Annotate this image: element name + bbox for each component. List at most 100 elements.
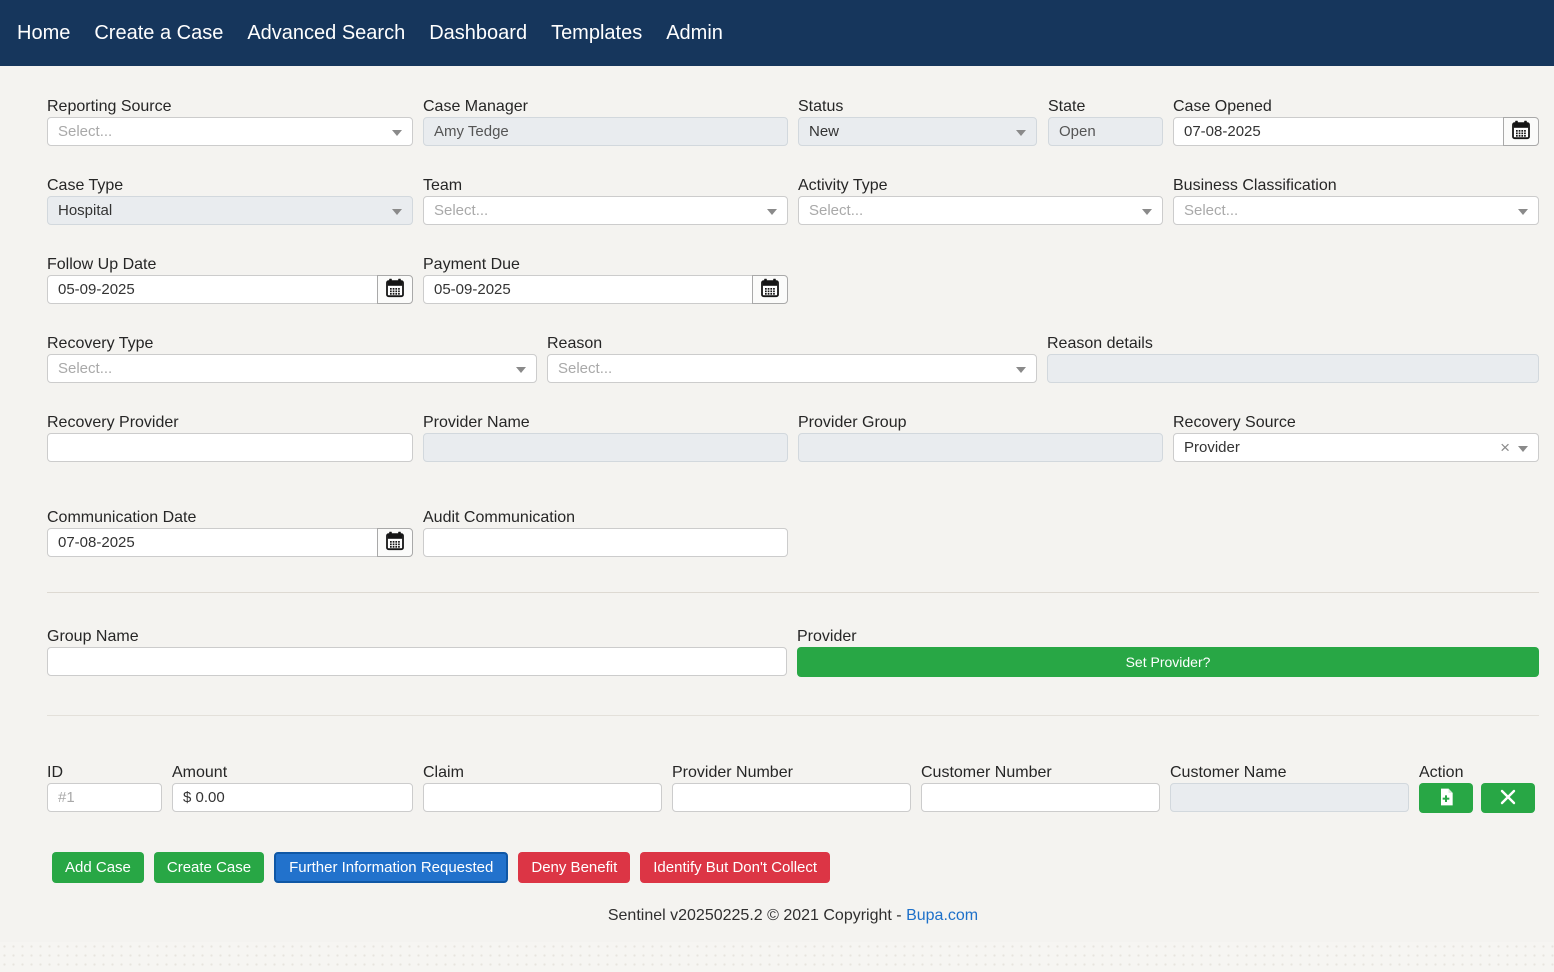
top-navbar: Home Create a Case Advanced Search Dashb…	[0, 0, 1554, 66]
provider-number-input[interactable]	[672, 783, 911, 812]
provider-name-label: Provider Name	[423, 414, 530, 431]
field-customer-number: Customer Number	[921, 762, 1160, 813]
payment-due-input[interactable]	[423, 275, 753, 304]
audit-communication-label: Audit Communication	[423, 509, 576, 526]
case-manager-input	[423, 117, 788, 146]
reporting-source-select[interactable]: Select...	[47, 117, 413, 146]
field-recovery-type: Recovery Type Select...	[47, 333, 537, 383]
follow-up-date-input[interactable]	[47, 275, 378, 304]
nav-item-create-a-case[interactable]: Create a Case	[94, 21, 224, 44]
provider-group-label: Provider Group	[798, 414, 907, 431]
communication-date-calendar-button[interactable]	[376, 528, 413, 557]
bupa-link[interactable]: Bupa.com	[906, 907, 979, 924]
team-select[interactable]: Select...	[423, 196, 788, 225]
customer-number-input[interactable]	[921, 783, 1160, 812]
amount-label: Amount	[172, 764, 228, 781]
nav-item-admin[interactable]: Admin	[666, 21, 723, 44]
identify-but-dont-collect-button[interactable]: Identify But Don't Collect	[640, 852, 831, 883]
field-provider-name: Provider Name	[423, 412, 788, 462]
reason-placeholder: Select...	[558, 360, 613, 377]
create-case-button[interactable]: Create Case	[153, 852, 265, 883]
chevron-down-icon	[1016, 130, 1026, 136]
form-row-7: Group Name Provider Set Provider?	[47, 626, 1539, 677]
field-case-id: ID	[47, 762, 162, 813]
case-item-row: ID Amount Claim Provider Number Customer…	[47, 762, 1539, 813]
field-payment-due: Payment Due	[423, 254, 788, 304]
payment-due-label: Payment Due	[423, 256, 520, 273]
field-team: Team Select...	[423, 175, 788, 225]
case-id-input[interactable]	[47, 783, 162, 812]
reporting-source-placeholder: Select...	[58, 123, 113, 140]
remove-claim-row-button[interactable]	[1481, 783, 1535, 813]
action-label: Action	[1419, 764, 1464, 781]
provider-name-input	[423, 433, 788, 462]
calendar-icon	[385, 278, 405, 301]
section-divider	[47, 592, 1539, 593]
field-business-classification: Business Classification Select...	[1173, 175, 1539, 225]
chevron-down-icon	[392, 130, 402, 136]
field-case-type: Case Type Hospital	[47, 175, 413, 225]
provider-label: Provider	[797, 628, 857, 645]
nav-item-dashboard[interactable]: Dashboard	[429, 21, 528, 44]
clear-icon[interactable]: ×	[1500, 438, 1510, 457]
status-label: Status	[798, 98, 844, 115]
recovery-source-select[interactable]: Provider ×	[1173, 433, 1539, 462]
recovery-provider-input[interactable]	[47, 433, 413, 462]
team-label: Team	[423, 177, 463, 194]
field-amount: Amount	[172, 762, 413, 813]
business-classification-label: Business Classification	[1173, 177, 1337, 194]
set-provider-button[interactable]: Set Provider?	[797, 647, 1539, 677]
case-type-select: Hospital	[47, 196, 413, 225]
claim-input[interactable]	[423, 783, 662, 812]
recovery-type-select[interactable]: Select...	[47, 354, 537, 383]
communication-date-input[interactable]	[47, 528, 378, 557]
group-name-input[interactable]	[47, 647, 787, 676]
nav-item-home[interactable]: Home	[17, 21, 71, 44]
form-row-2: Case Type Hospital Team Select... Activi…	[47, 175, 1539, 225]
case-opened-input[interactable]	[1173, 117, 1504, 146]
field-provider: Provider Set Provider?	[797, 626, 1539, 677]
business-classification-select[interactable]: Select...	[1173, 196, 1539, 225]
nav-item-advanced-search[interactable]: Advanced Search	[247, 21, 406, 44]
chevron-down-icon	[516, 367, 526, 373]
field-provider-group: Provider Group	[798, 412, 1163, 462]
state-label: State	[1048, 98, 1086, 115]
field-customer-name: Customer Name	[1170, 762, 1409, 813]
form-row-5: Recovery Provider Provider Name Provider…	[47, 412, 1539, 462]
field-communication-date: Communication Date	[47, 507, 413, 557]
field-claim: Claim	[423, 762, 662, 813]
close-icon	[1500, 789, 1516, 808]
status-state-group: Status New State	[798, 96, 1163, 146]
field-activity-type: Activity Type Select...	[798, 175, 1163, 225]
case-opened-calendar-button[interactable]	[1502, 117, 1539, 146]
deny-benefit-button[interactable]: Deny Benefit	[518, 852, 631, 883]
team-placeholder: Select...	[434, 202, 489, 219]
recovery-provider-label: Recovery Provider	[47, 414, 179, 431]
business-classification-placeholder: Select...	[1184, 202, 1239, 219]
nav-item-templates[interactable]: Templates	[551, 21, 643, 44]
activity-type-placeholder: Select...	[809, 202, 864, 219]
add-claim-row-button[interactable]	[1419, 783, 1473, 813]
audit-communication-input[interactable]	[423, 528, 788, 557]
follow-up-date-label: Follow Up Date	[47, 256, 157, 273]
reason-label: Reason	[547, 335, 603, 352]
further-information-requested-button[interactable]: Further Information Requested	[274, 852, 509, 883]
activity-type-select[interactable]: Select...	[798, 196, 1163, 225]
field-case-opened: Case Opened	[1173, 96, 1539, 146]
amount-input[interactable]	[172, 783, 413, 812]
customer-number-label: Customer Number	[921, 764, 1052, 781]
chevron-down-icon	[767, 209, 777, 215]
payment-due-calendar-button[interactable]	[751, 275, 788, 304]
footer: Sentinel v20250225.2 © 2021 Copyright - …	[47, 907, 1539, 925]
page-background-strip	[0, 942, 1554, 972]
calendar-icon	[1511, 120, 1531, 143]
form-row-1: Reporting Source Select... Case Manager …	[47, 96, 1539, 146]
follow-up-date-calendar-button[interactable]	[376, 275, 413, 304]
field-status: Status New	[798, 96, 1037, 146]
customer-name-label: Customer Name	[1170, 764, 1287, 781]
field-action: Action	[1419, 762, 1535, 813]
add-case-button[interactable]: Add Case	[52, 852, 144, 883]
recovery-type-label: Recovery Type	[47, 335, 154, 352]
provider-group-input	[798, 433, 1163, 462]
reason-select[interactable]: Select...	[547, 354, 1037, 383]
